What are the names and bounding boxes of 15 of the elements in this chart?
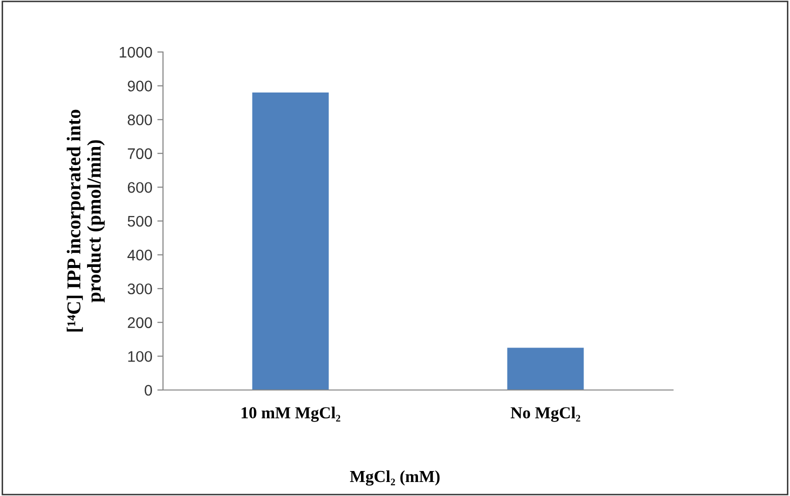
x-axis-title: MgCl₂ (mM) bbox=[350, 470, 440, 486]
y-tick-label: 500 bbox=[128, 216, 152, 227]
y-tick-label: 900 bbox=[128, 80, 152, 92]
y-axis-title: [¹⁴C] IPP incorporated into product (pmol/min) bbox=[66, 110, 105, 332]
y-tick-label: 300 bbox=[128, 283, 152, 294]
y-tick-label: 200 bbox=[128, 317, 152, 328]
x-tick-label: No MgCl₂ bbox=[510, 406, 580, 422]
y-tick-label: 100 bbox=[128, 351, 152, 362]
x-tick-label: 10 mM MgCl₂ bbox=[242, 406, 340, 422]
y-tick-label: 700 bbox=[128, 148, 152, 160]
y-tick-label: 1000 bbox=[120, 46, 152, 58]
y-tick-label: 800 bbox=[128, 114, 152, 126]
y-tick-label: 400 bbox=[127, 250, 152, 260]
y-tick-label: 600 bbox=[128, 182, 152, 193]
y-tick-label: 0 bbox=[144, 384, 152, 396]
